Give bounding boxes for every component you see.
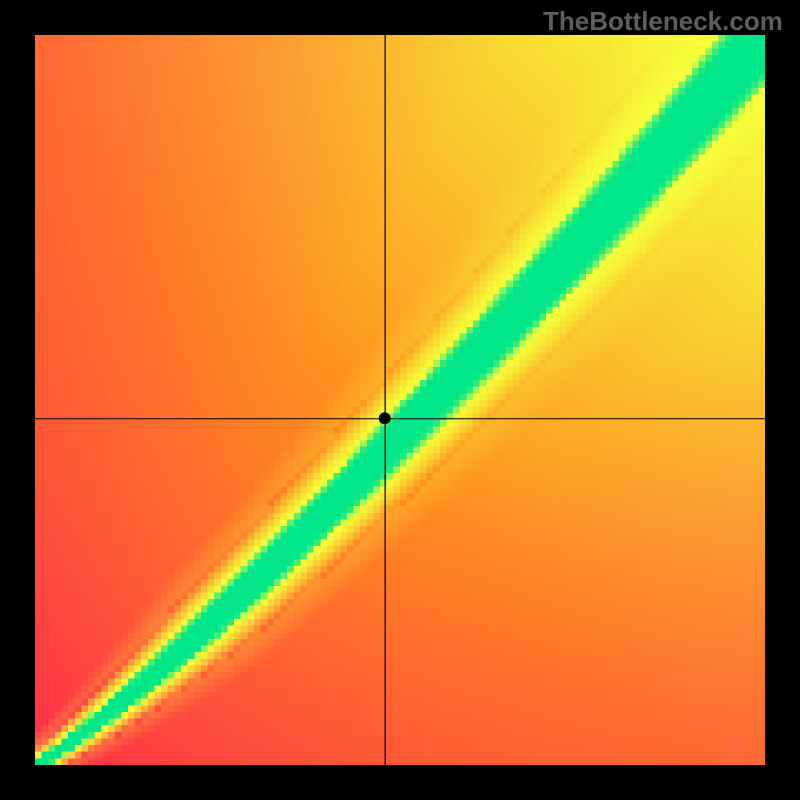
watermark-text: TheBottleneck.com [543, 6, 783, 37]
crosshair-overlay [0, 0, 800, 800]
chart-container: TheBottleneck.com [0, 0, 800, 800]
